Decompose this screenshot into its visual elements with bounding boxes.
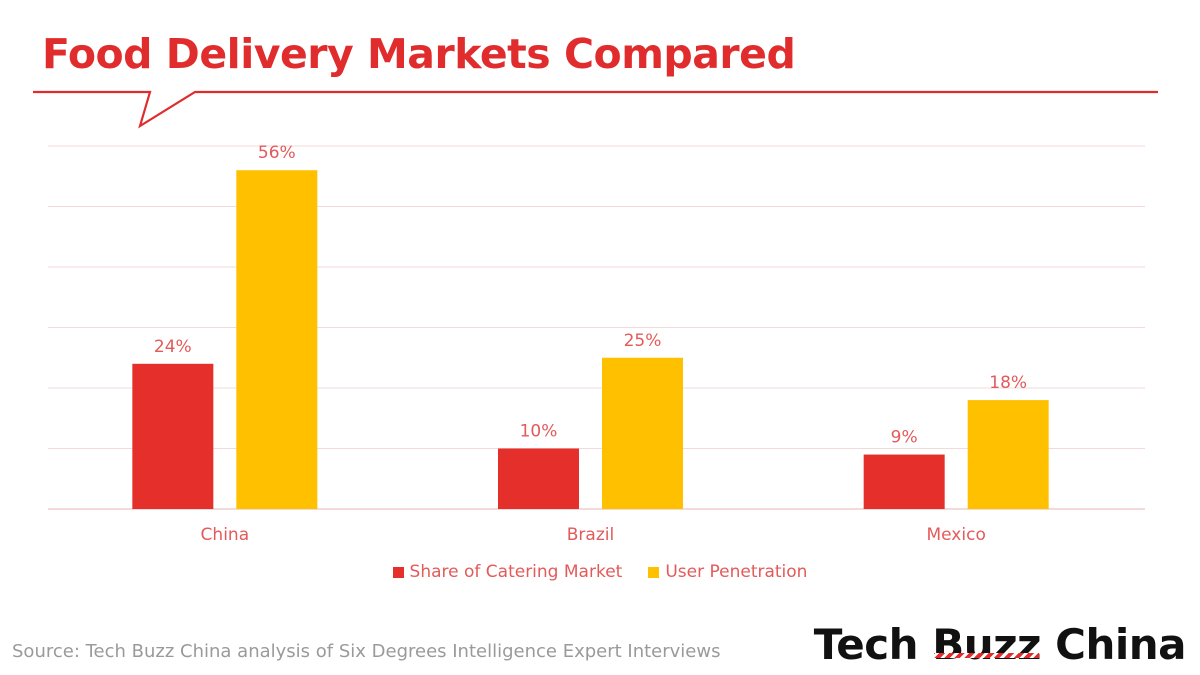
title-callout-line xyxy=(33,90,1158,129)
data-label: 18% xyxy=(989,373,1027,393)
bar-mexico-user-penetration xyxy=(967,400,1049,509)
brand-word-buzz: Buzz xyxy=(932,620,1041,669)
data-label: 9% xyxy=(891,428,918,448)
tech-buzz-china-logo: Tech Buzz China xyxy=(813,620,1187,669)
data-label: 24% xyxy=(154,337,192,357)
chart-bars xyxy=(132,170,1049,509)
bar-brazil-user-penetration xyxy=(602,357,683,509)
data-label: 10% xyxy=(520,422,558,442)
chart-category-axis: China Brazil Mexico xyxy=(201,525,986,545)
source-note: Source: Tech Buzz China analysis of Six … xyxy=(12,641,721,662)
bar-china-user-penetration xyxy=(236,170,318,509)
legend-label: Share of Catering Market xyxy=(409,562,623,582)
bar-china-share-of-catering-market xyxy=(132,363,214,509)
bar-mexico-share-of-catering-market xyxy=(863,454,945,509)
chart-data-labels: 24% 56% 10% 25% 9% 18% xyxy=(154,143,1027,447)
data-label: 25% xyxy=(624,331,662,351)
category-tick-label: China xyxy=(201,525,250,545)
legend-item-share-of-catering-market: Share of Catering Market xyxy=(392,562,623,582)
category-tick-label: Mexico xyxy=(926,525,985,545)
brand-word-china: China xyxy=(1055,620,1186,669)
page-title: Food Delivery Markets Compared xyxy=(42,30,796,78)
chart-legend: Share of Catering Market User Penetratio… xyxy=(0,562,1200,582)
data-label: 56% xyxy=(258,143,296,163)
bar-chart: 24% 56% 10% 25% 9% 18% China Brazil Mexico xyxy=(48,143,1145,545)
chart-gridlines xyxy=(48,145,1145,510)
legend-item-user-penetration: User Penetration xyxy=(648,562,807,582)
legend-swatch-yellow xyxy=(648,566,660,578)
category-tick-label: Brazil xyxy=(567,525,614,545)
legend-label: User Penetration xyxy=(665,562,808,582)
brand-word-tech: Tech xyxy=(813,620,919,669)
bar-brazil-share-of-catering-market xyxy=(498,448,579,509)
legend-swatch-red xyxy=(392,566,404,578)
